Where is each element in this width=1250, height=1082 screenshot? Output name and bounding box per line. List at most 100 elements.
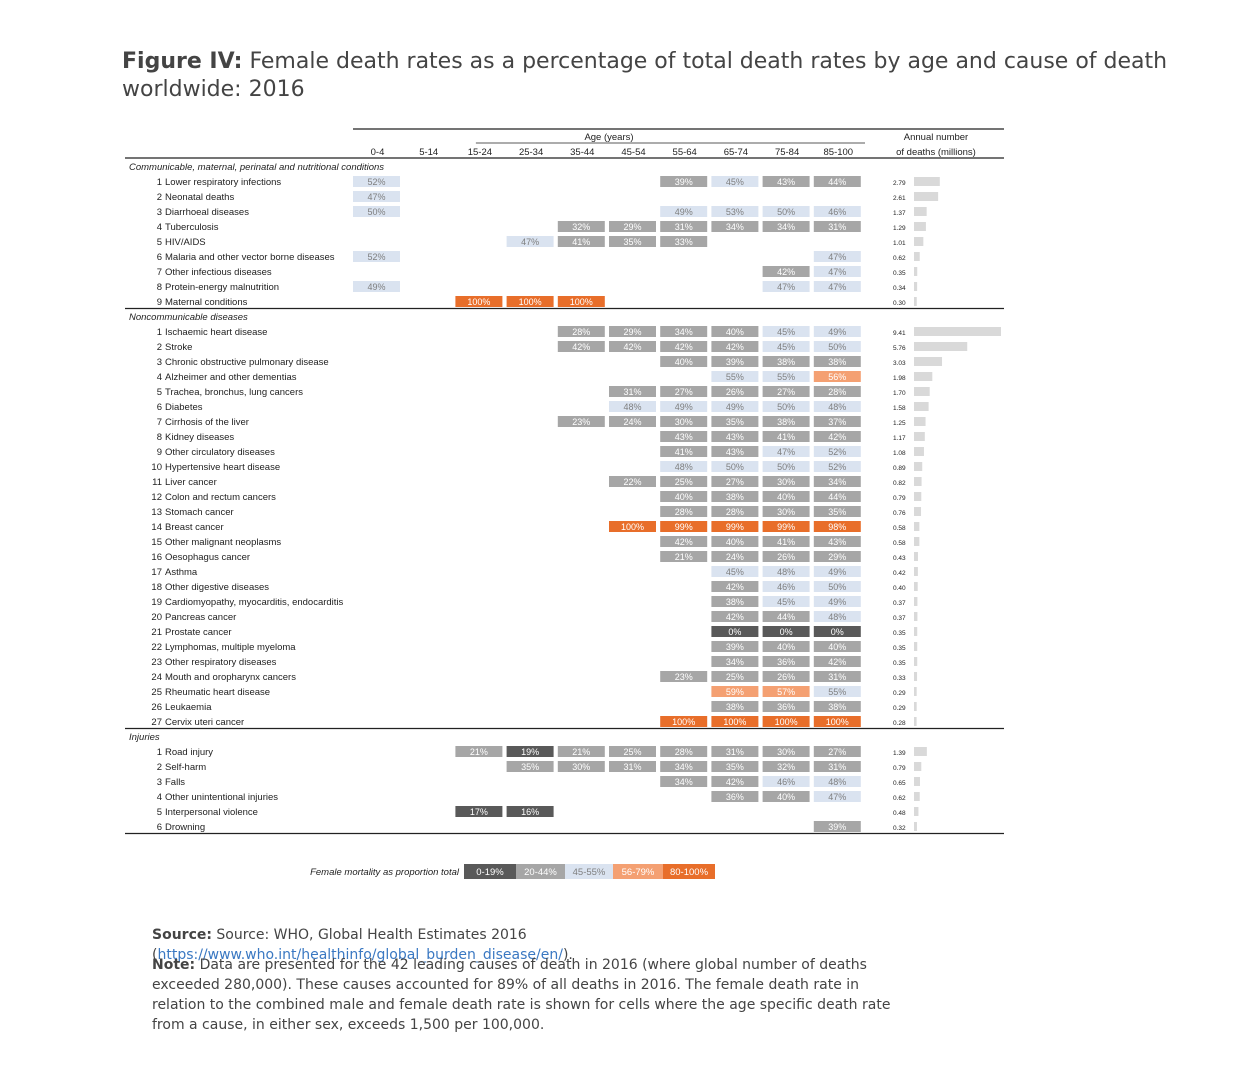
row-cause-label: Cirrhosis of the liver bbox=[165, 417, 249, 428]
heat-cell-value: 47% bbox=[828, 252, 846, 262]
heat-cell-value: 40% bbox=[777, 792, 795, 802]
heat-cell bbox=[506, 761, 554, 772]
row-cause-label: Hypertensive heart disease bbox=[165, 462, 280, 473]
row-number: 8 bbox=[157, 282, 162, 293]
heat-cell bbox=[813, 221, 861, 232]
heat-cell-value: 55% bbox=[726, 372, 744, 382]
annual-deaths-value: 1.39 bbox=[893, 750, 906, 757]
heat-cell bbox=[711, 461, 759, 472]
heat-cell bbox=[762, 431, 810, 442]
heat-cell-value: 44% bbox=[828, 492, 846, 502]
row-cause-label: Breast cancer bbox=[165, 522, 224, 533]
row-number: 16 bbox=[151, 552, 162, 563]
heat-cell-value: 23% bbox=[572, 417, 590, 427]
heat-cell-value: 100% bbox=[467, 297, 490, 307]
row-number: 5 bbox=[157, 387, 162, 398]
legend-label: 45-55% bbox=[573, 867, 606, 878]
annual-deaths-value: 1.17 bbox=[893, 435, 906, 442]
row-cause-label: Pancreas cancer bbox=[165, 612, 236, 623]
heat-cell-value: 35% bbox=[726, 762, 744, 772]
heat-cell bbox=[660, 746, 708, 757]
heat-cell-value: 48% bbox=[828, 402, 846, 412]
annual-deaths-bar bbox=[914, 447, 924, 456]
annual-deaths-value: 0.29 bbox=[893, 705, 906, 712]
row-number: 17 bbox=[151, 567, 162, 578]
heat-cell-value: 26% bbox=[777, 672, 795, 682]
age-group-label: 65-74 bbox=[724, 147, 748, 158]
row-cause-label: Prostate cancer bbox=[165, 627, 232, 638]
heat-cell bbox=[762, 746, 810, 757]
heat-cell bbox=[660, 461, 708, 472]
legend-label: 80-100% bbox=[670, 867, 709, 878]
figure-title-text: Female death rates as a percentage of to… bbox=[122, 49, 1168, 102]
source-label: Source: bbox=[152, 927, 212, 943]
annual-deaths-bar bbox=[914, 822, 917, 831]
heat-cell-value: 34% bbox=[777, 222, 795, 232]
annual-deaths-value: 0.32 bbox=[893, 825, 906, 832]
heat-cell bbox=[762, 506, 810, 517]
annual-deaths-value: 1.58 bbox=[893, 405, 906, 412]
heat-cell-value: 52% bbox=[367, 252, 385, 262]
heat-cell-value: 36% bbox=[777, 702, 795, 712]
annual-deaths-bar bbox=[914, 717, 917, 726]
heat-cell-value: 21% bbox=[675, 552, 693, 562]
heat-cell bbox=[353, 176, 400, 187]
heat-cell-value: 43% bbox=[726, 432, 744, 442]
heat-cell bbox=[813, 176, 861, 187]
annual-deaths-value: 9.41 bbox=[893, 330, 906, 337]
annual-deaths-bar bbox=[914, 657, 918, 666]
heat-cell bbox=[660, 671, 708, 682]
row-number: 2 bbox=[157, 342, 162, 353]
heat-cell bbox=[813, 776, 861, 787]
legend-swatch bbox=[516, 864, 565, 879]
heat-cell-value: 28% bbox=[726, 507, 744, 517]
heat-cell-value: 45% bbox=[777, 597, 795, 607]
row-number: 26 bbox=[151, 702, 162, 713]
row-cause-label: HIV/AIDS bbox=[165, 237, 206, 248]
heat-cell-value: 28% bbox=[572, 327, 590, 337]
heat-cell bbox=[813, 371, 861, 382]
heat-cell-value: 42% bbox=[726, 582, 744, 592]
heat-cell-value: 40% bbox=[726, 537, 744, 547]
annual-deaths-bar bbox=[914, 237, 924, 246]
heat-cell-value: 100% bbox=[826, 717, 849, 727]
heat-cell bbox=[813, 626, 861, 637]
heat-cell-value: 46% bbox=[828, 207, 846, 217]
heat-cell-value: 47% bbox=[828, 282, 846, 292]
row-number: 21 bbox=[151, 627, 162, 638]
heat-cell-value: 50% bbox=[828, 582, 846, 592]
heat-cell bbox=[711, 551, 759, 562]
heat-cell bbox=[711, 176, 759, 187]
heat-cell-value: 21% bbox=[470, 747, 488, 757]
heat-cell bbox=[813, 716, 861, 727]
heat-cell bbox=[660, 716, 708, 727]
heat-cell-value: 49% bbox=[726, 402, 744, 412]
annual-header-line2: of deaths (millions) bbox=[896, 147, 976, 158]
annual-deaths-bar bbox=[914, 627, 918, 636]
heat-cell-value: 0% bbox=[780, 627, 793, 637]
heat-cell-value: 42% bbox=[675, 537, 693, 547]
heat-cell bbox=[711, 401, 759, 412]
row-number: 19 bbox=[151, 597, 162, 608]
heat-cell bbox=[762, 596, 810, 607]
annual-deaths-bar bbox=[914, 792, 920, 801]
annual-deaths-bar bbox=[914, 807, 919, 816]
source-link[interactable]: https://www.who.int/healthinfo/global_bu… bbox=[157, 947, 563, 963]
heat-cell bbox=[711, 611, 759, 622]
heat-cell-value: 27% bbox=[828, 747, 846, 757]
annual-deaths-value: 0.34 bbox=[893, 285, 906, 292]
heat-cell bbox=[609, 236, 656, 247]
heat-cell-value: 42% bbox=[572, 342, 590, 352]
row-number: 2 bbox=[157, 762, 162, 773]
heat-cell bbox=[660, 401, 708, 412]
row-cause-label: Diarrhoeal diseases bbox=[165, 207, 249, 218]
heat-cell-value: 49% bbox=[675, 402, 693, 412]
source-note: Source: Source: WHO, Global Health Estim… bbox=[152, 925, 912, 965]
age-group-label: 85-100 bbox=[824, 147, 854, 158]
heat-cell bbox=[506, 236, 554, 247]
heat-cell-value: 53% bbox=[726, 207, 744, 217]
heat-cell-value: 99% bbox=[777, 522, 795, 532]
heat-cell bbox=[711, 446, 759, 457]
row-cause-label: Protein-energy malnutrition bbox=[165, 282, 279, 293]
annual-deaths-bar bbox=[914, 672, 918, 681]
